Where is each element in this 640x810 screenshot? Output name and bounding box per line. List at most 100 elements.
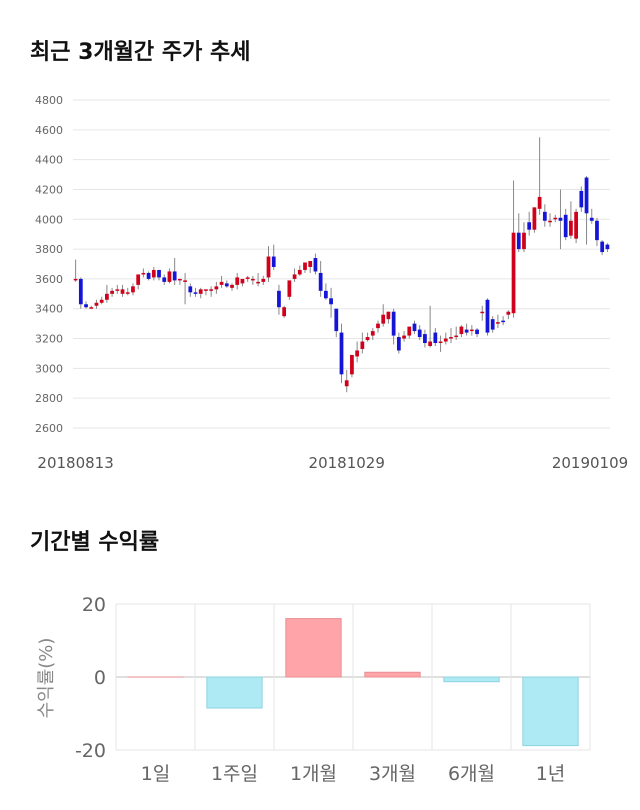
price-y-tick-label: 2600 [35, 422, 63, 435]
price-candle-body [365, 337, 370, 341]
price-candle-body [282, 307, 287, 317]
price-candle-body [376, 323, 380, 329]
price-candle-body [89, 307, 94, 309]
price-candle-body [110, 290, 114, 294]
price-candle-body [469, 329, 474, 332]
price-candle-body [360, 341, 365, 349]
price-candle-body [329, 298, 333, 305]
price-candle-body [496, 322, 500, 324]
returns-x-tick-label: 3개월 [369, 763, 416, 785]
price-candle-body [209, 289, 214, 291]
returns-y-tick-label: 20 [82, 594, 106, 616]
price-candle-body [589, 217, 594, 221]
returns-bar [206, 676, 263, 709]
returns-chart-x-axis: 1일 1주일 1개월 3개월 6개월 1년 [141, 763, 566, 785]
price-candle-body [334, 308, 339, 332]
price-y-tick-label: 2800 [35, 392, 63, 405]
price-candle-body [412, 323, 417, 332]
price-candle-body [553, 217, 558, 220]
price-candle-body [506, 311, 511, 315]
price-candle-body [381, 314, 386, 324]
price-candle-body [292, 274, 297, 279]
price-candle-body [131, 286, 135, 293]
price-y-tick-label: 4600 [35, 124, 63, 137]
price-y-tick-label: 3200 [35, 333, 63, 346]
price-candle-body [235, 277, 240, 285]
price-candle-body [428, 341, 433, 346]
price-candle-body [480, 311, 485, 314]
price-candle-body [115, 289, 120, 291]
price-candle-body [214, 286, 219, 290]
returns-bar [285, 618, 342, 678]
price-candle-body [511, 232, 516, 314]
price-candle-body [84, 304, 88, 308]
price-candle-body [193, 292, 198, 294]
price-candle-body [162, 277, 167, 282]
price-candle-body [459, 326, 464, 335]
price-candle-body [277, 290, 281, 308]
returns-x-tick-label: 1년 [536, 763, 566, 785]
price-candle-body [151, 269, 156, 278]
price-candle-body [402, 335, 406, 339]
returns-y-tick-label: 0 [94, 667, 106, 689]
price-candle-body [433, 332, 438, 344]
price-candle-body [522, 232, 526, 250]
price-candle-body [579, 190, 584, 208]
price-candle-body [230, 284, 234, 288]
price-candle-body [355, 350, 360, 357]
price-candle-body [256, 281, 260, 284]
price-candle-body [443, 338, 448, 342]
price-y-tick-label: 3000 [35, 362, 63, 375]
price-candle-body [569, 220, 573, 236]
price-candle-body [485, 299, 490, 333]
price-candle-body [386, 311, 391, 320]
price-candle-body [99, 299, 104, 303]
returns-x-tick-label: 1개월 [290, 763, 337, 785]
price-candle-body [339, 332, 344, 375]
price-candle-body [313, 258, 318, 272]
returns-x-tick-label: 1주일 [211, 763, 258, 785]
price-candle-body [271, 256, 276, 267]
price-candle-body [344, 380, 349, 387]
price-trend-title: 최근 3개월간 주가 추세 [30, 40, 251, 65]
price-candlestick-chart: 2600 2800 3000 3200 3400 3600 3800 4000 4200 4400… [35, 94, 628, 472]
price-candle-body [250, 278, 255, 281]
price-y-tick-label: 3400 [35, 303, 63, 316]
price-candle-body [595, 220, 599, 241]
price-candle-body [219, 281, 224, 285]
price-y-tick-label: 4400 [35, 154, 63, 167]
price-candle-body [516, 232, 521, 250]
period-returns-title: 기간별 수익률 [30, 530, 160, 555]
price-candle-body [266, 256, 271, 278]
price-candle-body [449, 337, 453, 339]
price-x-tick-label: 20190109 [552, 454, 628, 472]
price-candle-body [391, 311, 396, 336]
price-candle-body [94, 302, 99, 306]
price-candle-body [198, 289, 203, 294]
price-chart-x-axis: 20180813 20181029 20190109 [37, 454, 628, 472]
price-candle-body [178, 278, 182, 281]
price-candle-body [261, 278, 266, 282]
price-candle-body [438, 341, 443, 344]
price-candle-body [141, 272, 146, 275]
returns-chart-bars [127, 618, 579, 747]
price-x-tick-label: 20180813 [37, 454, 113, 472]
price-y-tick-label: 4200 [35, 183, 63, 196]
price-candle-body [350, 354, 354, 375]
price-candle-body [146, 272, 151, 279]
returns-bar [522, 676, 579, 747]
returns-bar [443, 676, 500, 683]
price-candle-body [490, 319, 495, 330]
price-candle-body [245, 277, 250, 279]
price-candle-body [204, 289, 208, 291]
price-candle-body [157, 269, 161, 278]
price-candle-body [188, 286, 193, 293]
price-candle-body [78, 278, 83, 305]
price-candle-body [423, 334, 427, 344]
price-candle-body [120, 289, 125, 294]
price-candle-body [370, 331, 375, 336]
price-candle-body [303, 262, 307, 270]
price-candle-body [600, 241, 605, 253]
price-candle-body [287, 280, 292, 297]
returns-chart-grid [115, 603, 591, 751]
